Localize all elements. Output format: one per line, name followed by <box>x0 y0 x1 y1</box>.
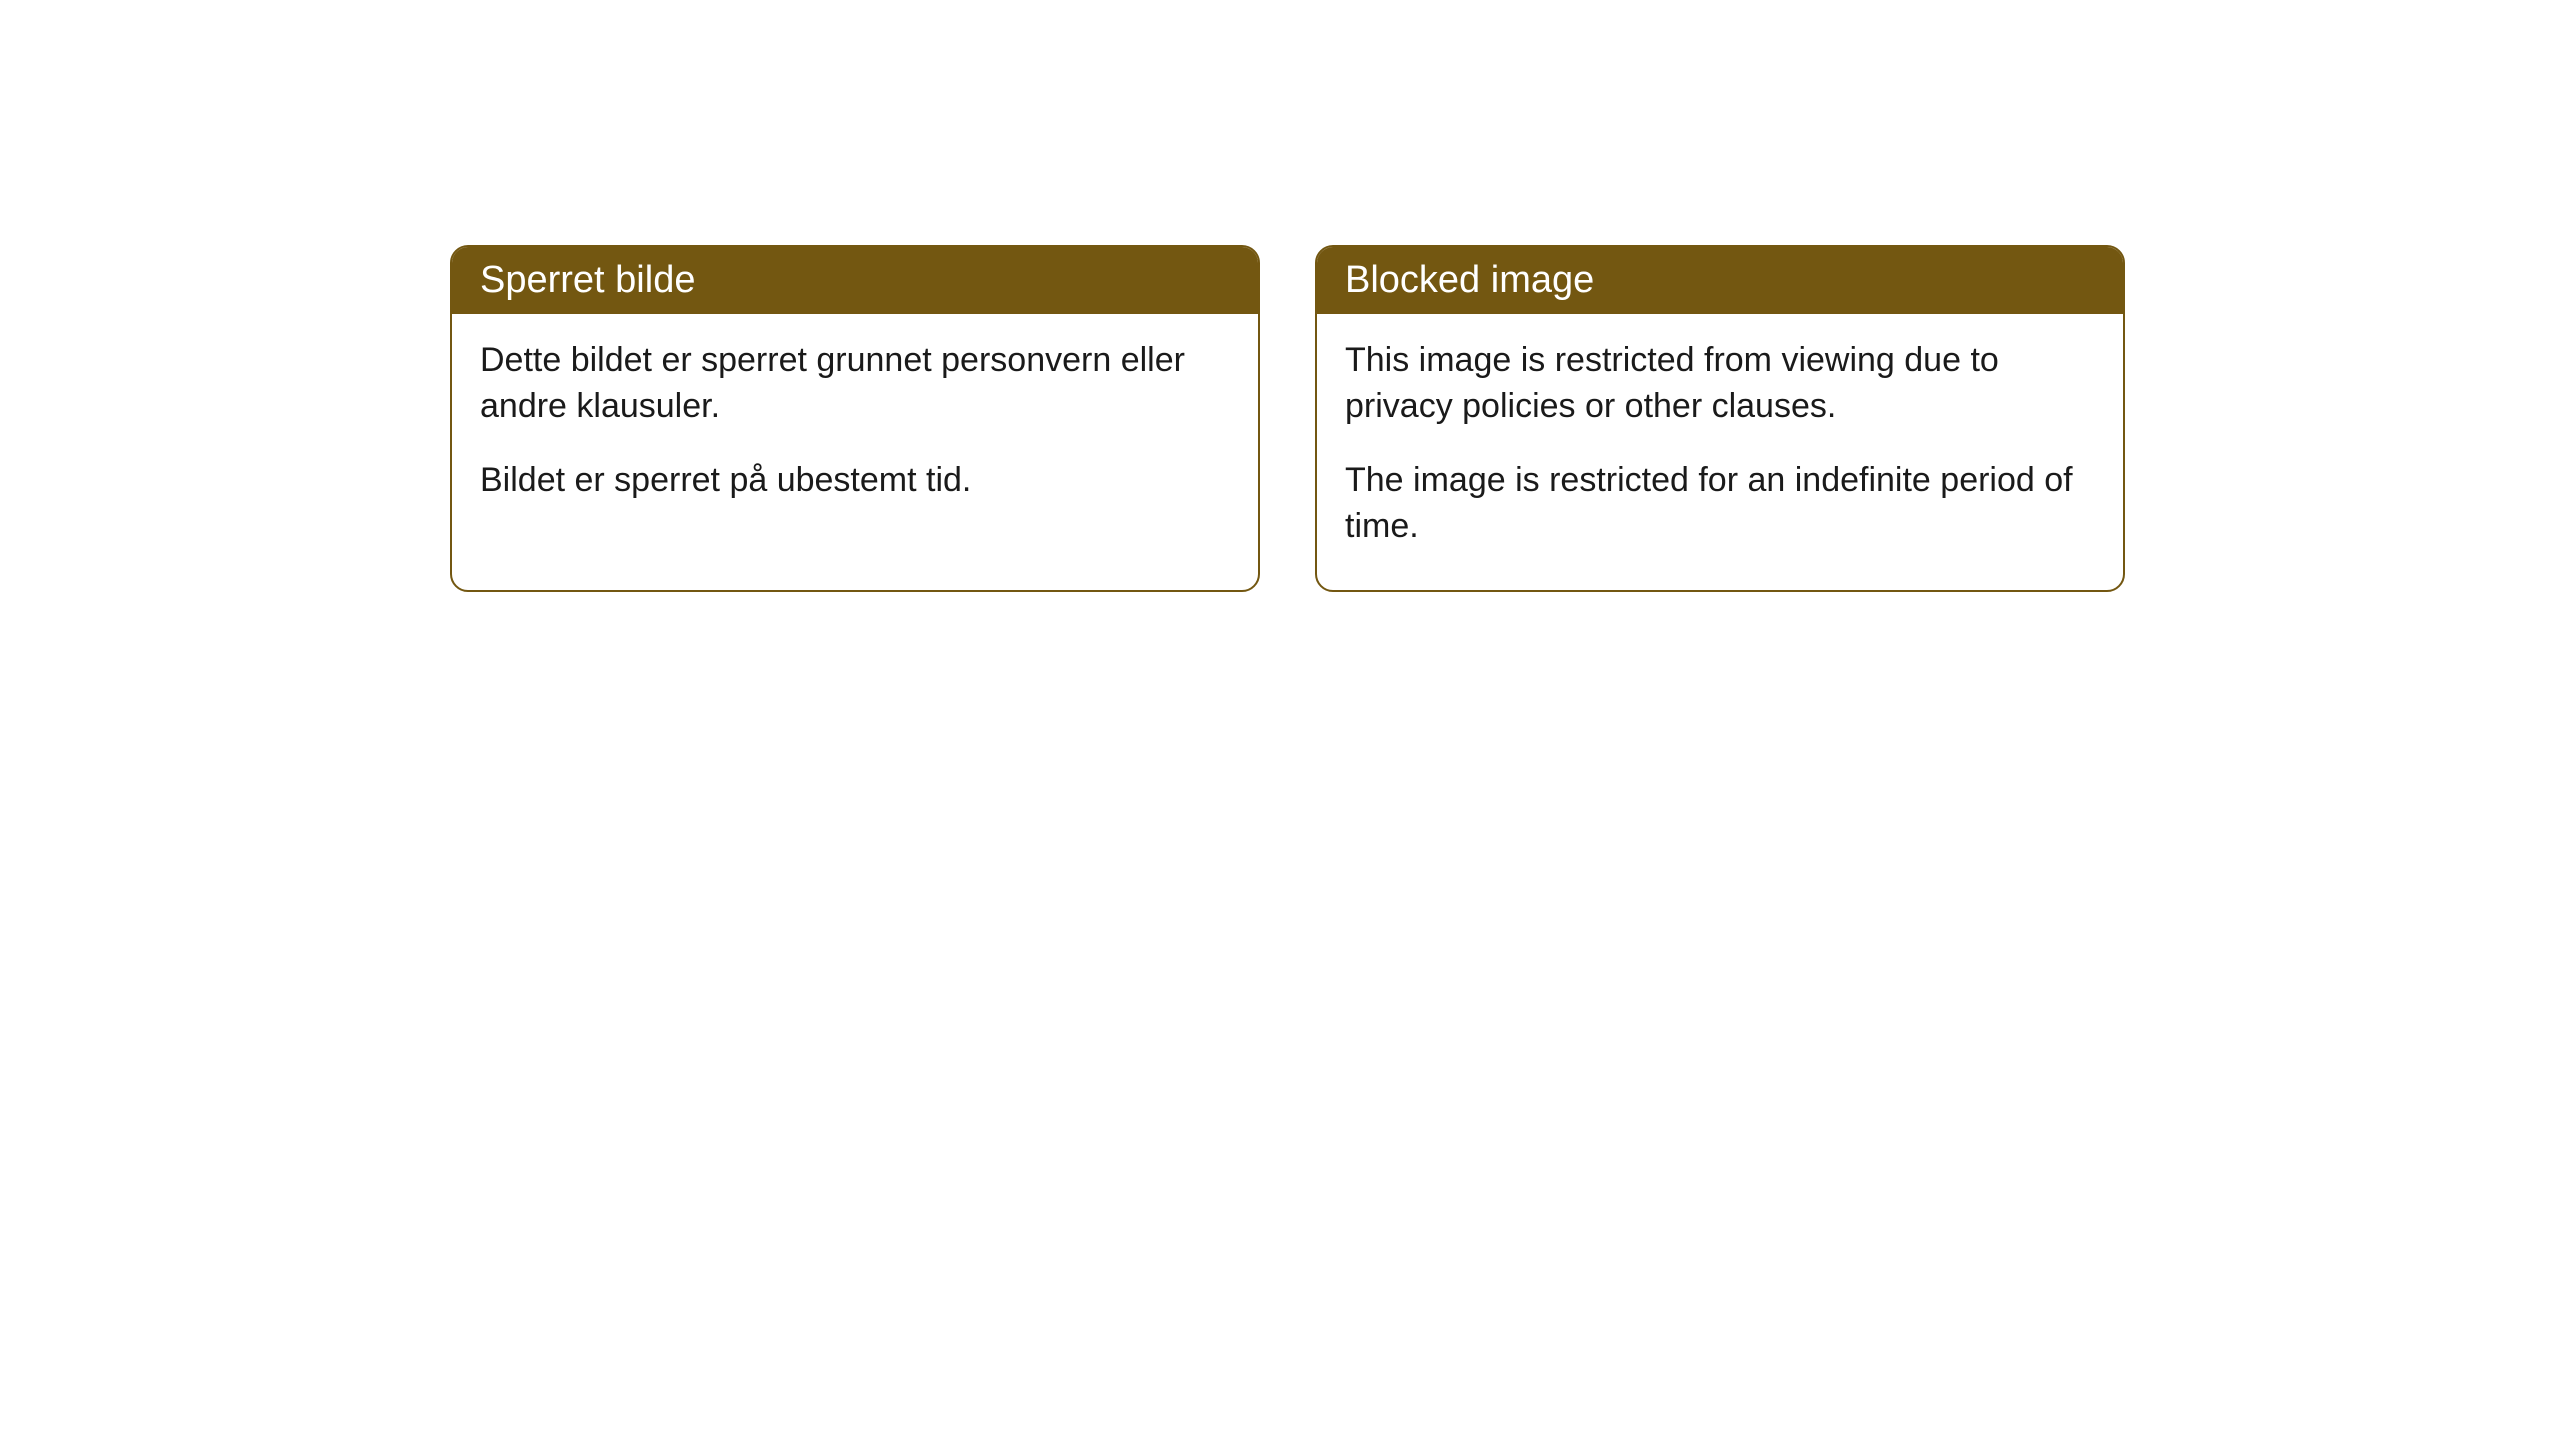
notice-header: Blocked image <box>1317 247 2123 314</box>
notice-paragraph: Dette bildet er sperret grunnet personve… <box>480 338 1230 430</box>
notice-body: Dette bildet er sperret grunnet personve… <box>452 314 1258 544</box>
notice-container: Sperret bilde Dette bildet er sperret gr… <box>0 0 2560 592</box>
notice-body: This image is restricted from viewing du… <box>1317 314 2123 590</box>
notice-card-english: Blocked image This image is restricted f… <box>1315 245 2125 592</box>
notice-header: Sperret bilde <box>452 247 1258 314</box>
notice-paragraph: This image is restricted from viewing du… <box>1345 338 2095 430</box>
notice-card-norwegian: Sperret bilde Dette bildet er sperret gr… <box>450 245 1260 592</box>
notice-paragraph: Bildet er sperret på ubestemt tid. <box>480 458 1230 504</box>
notice-paragraph: The image is restricted for an indefinit… <box>1345 458 2095 550</box>
